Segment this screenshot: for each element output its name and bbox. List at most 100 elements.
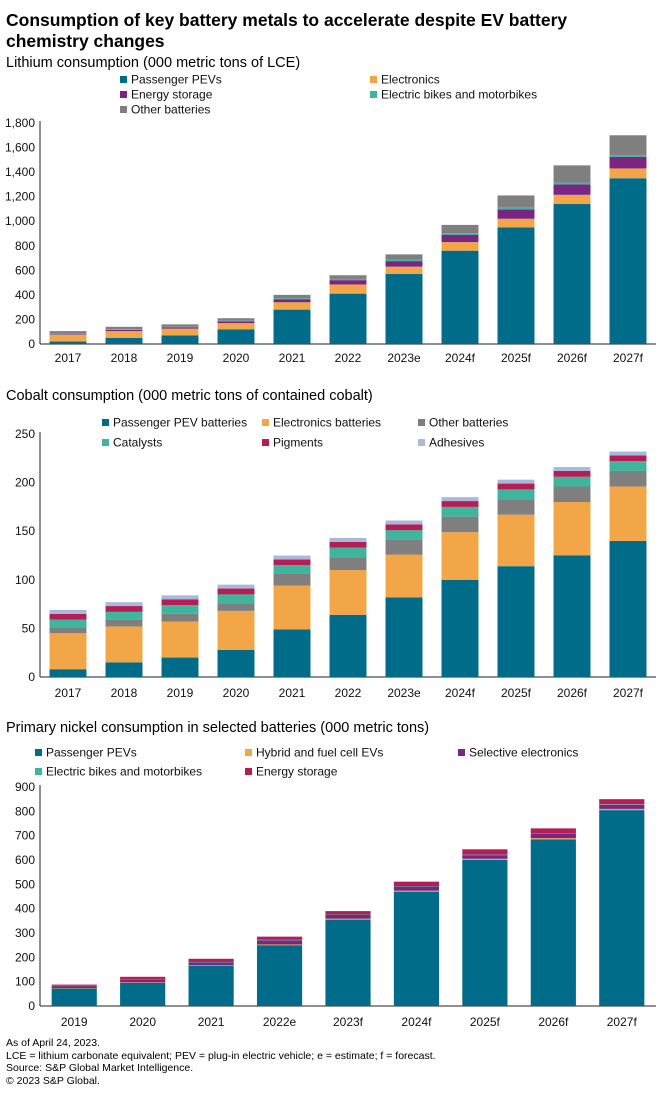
x-tick-label: 2020 <box>223 351 250 365</box>
bar-segment <box>530 839 576 1006</box>
bar-segment <box>105 329 143 330</box>
y-tick-label: 800 <box>15 239 35 253</box>
x-tick-label: 2022 <box>335 686 362 700</box>
bar-segment <box>161 605 199 614</box>
bar-segment <box>188 965 234 966</box>
bar-segment <box>161 599 199 606</box>
x-tick-label: 2025f <box>501 686 532 700</box>
bar-segment <box>441 579 479 677</box>
x-tick-label: 2027f <box>607 1015 638 1029</box>
bar-segment <box>385 554 423 598</box>
bar-segment <box>497 227 535 344</box>
bar-segment <box>273 573 311 586</box>
bar-segment <box>273 302 311 310</box>
bar-segment <box>217 329 255 344</box>
legend-label: Passenger PEVs <box>131 73 222 87</box>
bar-segment <box>553 502 591 556</box>
x-tick-label: 2021 <box>279 351 306 365</box>
bar-segment <box>273 559 311 566</box>
bar-segment <box>329 547 367 558</box>
bar-segment <box>273 629 311 677</box>
bar-segment <box>120 976 166 979</box>
bar-segment <box>49 627 87 634</box>
legend-swatch <box>418 419 425 426</box>
x-tick-label: 2023e <box>387 686 421 700</box>
y-tick-label: 300 <box>15 926 35 940</box>
bar-segment <box>530 833 576 839</box>
bar-segment <box>105 606 143 612</box>
y-tick-label: 1,400 <box>5 165 35 179</box>
x-tick-label: 2018 <box>111 686 138 700</box>
lithium-chart: Lithium consumption (000 metric tons of … <box>5 55 656 365</box>
footnote-abbreviations: LCE = lithium carbonate equivalent; PEV … <box>6 1049 436 1062</box>
bar-segment <box>161 657 199 677</box>
bar-segment <box>49 341 87 344</box>
legend-label: Energy storage <box>131 88 213 102</box>
y-tick-label: 400 <box>15 902 35 916</box>
bar-segment <box>217 649 255 677</box>
bar-segment <box>385 259 423 262</box>
bar-segment <box>393 886 440 887</box>
x-tick-label: 2026f <box>557 351 588 365</box>
bar-segment <box>329 614 367 677</box>
bar-segment <box>530 833 576 834</box>
legend-swatch <box>102 439 109 446</box>
bar-segment <box>553 184 591 195</box>
legend-swatch <box>418 439 425 446</box>
bar-segment <box>273 565 311 574</box>
bar-segment <box>120 978 166 980</box>
x-tick-label: 2018 <box>111 351 138 365</box>
x-tick-label: 2026f <box>557 686 588 700</box>
bar-segment <box>273 298 311 300</box>
y-tick-label: 600 <box>15 853 35 867</box>
bar-segment <box>105 626 143 663</box>
bar-segment <box>553 476 591 487</box>
y-tick-label: 100 <box>15 975 35 989</box>
bar-segment <box>105 662 143 677</box>
bar-segment <box>120 982 166 1006</box>
bar-segment <box>120 982 166 983</box>
bar-segment <box>49 331 87 334</box>
x-tick-label: 2021 <box>279 686 306 700</box>
legend-swatch <box>245 749 252 756</box>
x-tick-label: 2020 <box>223 686 250 700</box>
bar-segment <box>497 489 535 500</box>
bar-segment <box>609 486 647 541</box>
bar-segment <box>609 156 647 169</box>
bar-segment <box>497 483 535 490</box>
bar-segment <box>329 557 367 571</box>
bar-segment <box>105 602 143 607</box>
bar-segment <box>105 611 143 620</box>
legend-swatch <box>370 76 377 83</box>
legend-swatch <box>245 768 252 775</box>
y-tick-label: 1,600 <box>5 141 35 155</box>
bar-segment <box>161 326 199 328</box>
chart-title: Lithium consumption (000 metric tons of … <box>6 55 300 71</box>
legend-label: Energy storage <box>256 765 338 779</box>
bar-segment <box>393 881 440 887</box>
bar-segment <box>161 327 199 329</box>
x-tick-label: 2023f <box>333 1015 364 1029</box>
y-tick-label: 0 <box>28 337 35 351</box>
y-tick-label: 800 <box>15 804 35 818</box>
nickel-chart: Primary nickel consumption in selected b… <box>6 720 656 1029</box>
bar-segment <box>497 209 535 219</box>
footnotes: As of April 24, 2023. LCE = lithium carb… <box>6 1037 436 1087</box>
bar-segment <box>256 940 303 945</box>
bar-segment <box>609 451 647 456</box>
bar-segment <box>497 195 535 208</box>
x-tick-label: 2025f <box>470 1015 501 1029</box>
y-tick-label: 200 <box>15 950 35 964</box>
bar-segment <box>49 609 87 614</box>
bar-segment <box>599 804 645 809</box>
legend-label: Passenger PEVs <box>46 746 137 760</box>
y-tick-label: 400 <box>15 288 35 302</box>
bar-segment <box>325 914 371 916</box>
legend-swatch <box>262 439 269 446</box>
bar-segment <box>497 218 535 228</box>
bar-segment <box>553 182 591 185</box>
bar-segment <box>329 570 367 615</box>
bar-segment <box>462 860 508 1006</box>
bar-segment <box>329 538 367 542</box>
bar-segment <box>497 566 535 677</box>
